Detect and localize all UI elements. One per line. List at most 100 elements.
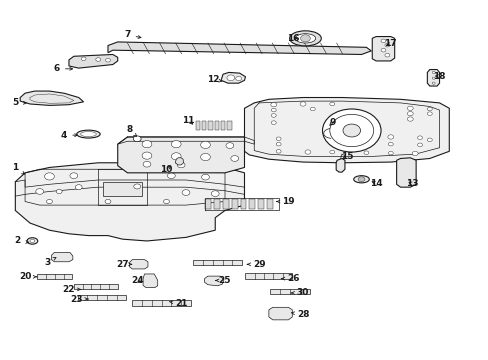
Circle shape: [133, 136, 141, 141]
Circle shape: [44, 173, 54, 180]
Circle shape: [171, 153, 181, 160]
Circle shape: [56, 189, 62, 194]
Text: 4: 4: [61, 131, 77, 140]
Text: 29: 29: [247, 260, 265, 269]
Circle shape: [431, 71, 434, 73]
Circle shape: [182, 190, 189, 195]
Bar: [214, 121, 219, 130]
Bar: [240, 199, 246, 210]
Circle shape: [270, 103, 276, 107]
Circle shape: [201, 174, 209, 180]
Polygon shape: [204, 276, 224, 286]
Circle shape: [431, 77, 434, 79]
Circle shape: [300, 35, 310, 42]
Bar: [37, 274, 72, 279]
Ellipse shape: [295, 34, 315, 43]
Circle shape: [105, 58, 110, 62]
Ellipse shape: [289, 31, 321, 46]
Bar: [231, 199, 237, 210]
Polygon shape: [118, 137, 244, 173]
Text: 25: 25: [215, 276, 231, 285]
Polygon shape: [69, 54, 118, 68]
Circle shape: [305, 150, 310, 154]
Circle shape: [96, 58, 101, 61]
Text: 5: 5: [12, 98, 26, 107]
Bar: [208, 121, 212, 130]
Circle shape: [329, 114, 373, 147]
Text: 6: 6: [54, 64, 72, 73]
Circle shape: [427, 138, 431, 141]
Circle shape: [363, 151, 368, 154]
Circle shape: [105, 199, 111, 204]
Polygon shape: [396, 158, 415, 187]
Circle shape: [70, 173, 78, 179]
Circle shape: [407, 106, 412, 111]
Polygon shape: [427, 69, 439, 86]
Circle shape: [81, 57, 86, 60]
Text: 1: 1: [12, 163, 24, 174]
Text: 12: 12: [206, 75, 222, 84]
Text: 24: 24: [131, 276, 143, 285]
Text: 20: 20: [19, 272, 37, 281]
Circle shape: [417, 136, 422, 139]
Bar: [193, 260, 242, 265]
Circle shape: [271, 108, 276, 112]
Circle shape: [225, 143, 233, 148]
Circle shape: [407, 112, 412, 116]
Bar: [74, 284, 118, 289]
Circle shape: [427, 107, 431, 111]
Circle shape: [134, 184, 141, 189]
Ellipse shape: [81, 132, 96, 136]
Circle shape: [310, 107, 315, 111]
Circle shape: [36, 189, 43, 194]
Circle shape: [300, 102, 305, 106]
Text: 26: 26: [281, 274, 299, 283]
Bar: [132, 301, 190, 306]
Circle shape: [380, 39, 385, 42]
Ellipse shape: [27, 238, 38, 244]
Polygon shape: [129, 260, 148, 269]
Bar: [245, 273, 291, 279]
Polygon shape: [108, 42, 370, 54]
Circle shape: [431, 82, 434, 84]
Bar: [227, 121, 231, 130]
Bar: [214, 199, 220, 210]
Text: 14: 14: [369, 179, 382, 188]
Bar: [103, 182, 142, 196]
Circle shape: [342, 124, 360, 137]
Circle shape: [387, 135, 393, 139]
Circle shape: [329, 102, 334, 106]
Circle shape: [384, 53, 389, 57]
Circle shape: [200, 153, 210, 161]
Bar: [202, 121, 206, 130]
Circle shape: [143, 161, 151, 167]
Ellipse shape: [77, 130, 100, 138]
Circle shape: [276, 137, 281, 140]
Circle shape: [200, 141, 210, 148]
Circle shape: [411, 151, 417, 156]
Circle shape: [384, 43, 389, 47]
Bar: [266, 199, 272, 210]
Circle shape: [380, 48, 385, 52]
Text: 11: 11: [182, 116, 194, 125]
Circle shape: [142, 152, 152, 159]
Text: 17: 17: [384, 39, 396, 48]
Circle shape: [171, 140, 181, 148]
Text: 22: 22: [62, 285, 81, 294]
Circle shape: [271, 121, 276, 125]
Circle shape: [226, 75, 234, 81]
Polygon shape: [371, 37, 394, 61]
Polygon shape: [221, 72, 245, 83]
Circle shape: [407, 117, 412, 121]
Ellipse shape: [353, 176, 368, 183]
Circle shape: [276, 149, 281, 153]
Circle shape: [322, 109, 380, 152]
Circle shape: [329, 150, 334, 154]
Text: 27: 27: [116, 260, 132, 269]
Circle shape: [427, 112, 431, 116]
Circle shape: [230, 156, 238, 161]
Polygon shape: [335, 158, 344, 172]
Circle shape: [387, 151, 392, 155]
Circle shape: [235, 76, 241, 81]
Text: 3: 3: [44, 257, 56, 267]
